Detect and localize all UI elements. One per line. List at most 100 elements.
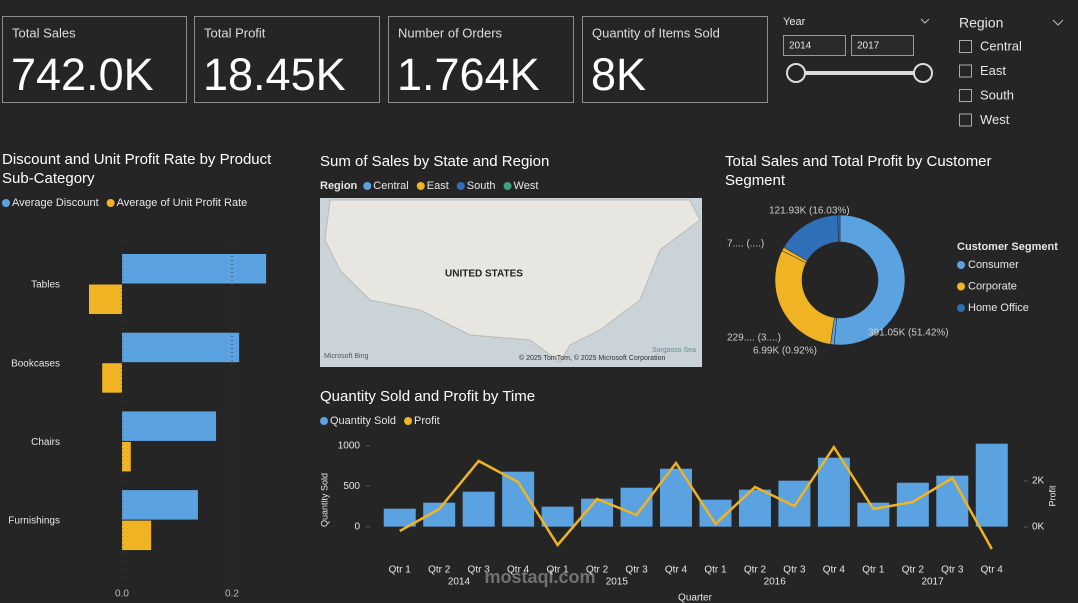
legend-label: Central bbox=[373, 180, 408, 192]
legend-label: East bbox=[427, 180, 449, 192]
checkbox[interactable] bbox=[959, 64, 972, 78]
legend-label: Average Discount bbox=[12, 197, 99, 209]
donut-slice bbox=[833, 214, 906, 346]
checkbox[interactable] bbox=[959, 89, 972, 102]
y-tick-label: Furnishings bbox=[8, 516, 60, 527]
kpi-title: Quantity of Items Sold bbox=[592, 25, 720, 40]
chevron[interactable] bbox=[1052, 19, 1064, 26]
year-to: 2017 bbox=[857, 41, 880, 52]
data-label: 6.99K (0.92%) bbox=[753, 346, 817, 357]
bar bbox=[936, 475, 969, 527]
bar bbox=[122, 411, 217, 441]
bar bbox=[738, 489, 771, 527]
y2-tick-label: 2K bbox=[1032, 476, 1045, 487]
y-tick-label: 1000 bbox=[338, 440, 361, 451]
bar bbox=[620, 487, 653, 527]
slider-handle[interactable] bbox=[786, 63, 806, 83]
kpi-title: Number of Orders bbox=[398, 25, 503, 40]
slider-handle[interactable] bbox=[913, 63, 933, 83]
legend-label: Quantity Sold bbox=[330, 415, 396, 427]
legend-marker bbox=[957, 282, 965, 291]
legend-marker bbox=[404, 417, 413, 425]
x-tick-label: Qtr 1 bbox=[862, 565, 885, 576]
checkbox[interactable] bbox=[959, 113, 972, 127]
legend-marker bbox=[363, 182, 372, 190]
x-tick-label: 0.0 bbox=[115, 589, 129, 600]
chevron[interactable] bbox=[920, 18, 930, 24]
legend-title: Customer Segment bbox=[957, 241, 1058, 253]
y-tick-label: 0 bbox=[354, 521, 360, 532]
bar bbox=[89, 284, 122, 314]
year-input[interactable] bbox=[783, 35, 846, 56]
legend-marker bbox=[2, 199, 10, 207]
bar bbox=[122, 520, 152, 551]
kpi-card bbox=[194, 16, 380, 103]
bar bbox=[122, 490, 198, 520]
data-label: 7.... (....) bbox=[727, 239, 764, 250]
x-tick-label: Qtr 4 bbox=[665, 565, 688, 576]
kpi-value: 8K bbox=[591, 49, 646, 100]
checkbox-label[interactable]: Central bbox=[980, 38, 1022, 53]
x-group-label: 2014 bbox=[448, 577, 471, 588]
y2-tick-label: 0K bbox=[1032, 522, 1045, 533]
x-group-label: 2017 bbox=[921, 577, 944, 588]
y2-axis-title: Profit bbox=[1047, 485, 1057, 507]
bar bbox=[423, 502, 456, 527]
data-label: 391.05K (51.42%) bbox=[868, 328, 949, 339]
bar bbox=[122, 254, 267, 284]
y-tick-label: Bookcases bbox=[11, 358, 60, 369]
legend-marker bbox=[957, 261, 965, 269]
checkbox[interactable] bbox=[959, 40, 972, 53]
x-tick-label: Qtr 4 bbox=[823, 565, 846, 576]
chart-title: Total Sales and Total Profit by Customer… bbox=[725, 153, 992, 189]
checkbox-label[interactable]: West bbox=[980, 112, 1010, 127]
bar bbox=[462, 491, 495, 527]
x-tick-label: Qtr 2 bbox=[744, 565, 767, 576]
line bbox=[399, 444, 993, 550]
map-land bbox=[324, 199, 701, 363]
y-tick-label: Tables bbox=[31, 280, 60, 291]
kpi-title: Total Profit bbox=[204, 25, 266, 40]
x-axis-title: Quarter bbox=[678, 593, 713, 603]
bar bbox=[122, 441, 131, 472]
legend-label: Home Office bbox=[968, 302, 1029, 314]
legend-marker bbox=[320, 417, 328, 425]
y-tick-label: Chairs bbox=[31, 437, 60, 448]
bar bbox=[975, 443, 1008, 527]
legend-label: Profit bbox=[414, 415, 440, 427]
slicer-title: Region bbox=[959, 15, 1003, 31]
x-tick-label: Qtr 1 bbox=[389, 565, 412, 576]
slicer-title: Year bbox=[783, 16, 806, 28]
x-group-label: 2016 bbox=[764, 577, 787, 588]
x-tick-label: Qtr 3 bbox=[625, 565, 648, 576]
data-label: 121.93K (16.03%) bbox=[769, 206, 850, 217]
checkbox-label[interactable]: South bbox=[980, 87, 1014, 102]
watermark: mostaql.com bbox=[484, 567, 595, 587]
legend-label: Average of Unit Profit Rate bbox=[117, 197, 248, 209]
kpi-card bbox=[582, 16, 768, 103]
legend-label: West bbox=[514, 180, 539, 192]
chart-title: Discount and Unit Profit Rate by Product… bbox=[2, 151, 272, 187]
x-tick-label: Qtr 2 bbox=[586, 565, 609, 576]
legend-marker bbox=[106, 199, 115, 207]
bar bbox=[383, 508, 416, 527]
year-from: 2014 bbox=[789, 41, 812, 52]
kpi-card bbox=[388, 16, 574, 103]
x-tick-label: Qtr 2 bbox=[428, 565, 451, 576]
checkbox-label[interactable]: East bbox=[980, 63, 1006, 78]
kpi-value: 18.45K bbox=[203, 49, 346, 100]
x-tick-label: Qtr 4 bbox=[981, 565, 1004, 576]
x-tick-label: Qtr 2 bbox=[902, 565, 925, 576]
donut-slice bbox=[774, 250, 835, 345]
legend-marker bbox=[957, 304, 965, 312]
year-input[interactable] bbox=[851, 35, 914, 56]
data-label: 229.... (3....) bbox=[727, 333, 781, 344]
map-label: Sargasso Sea bbox=[652, 347, 696, 354]
donut-slice bbox=[837, 214, 841, 243]
legend-marker bbox=[503, 182, 512, 190]
legend-label: Consumer bbox=[968, 259, 1019, 271]
bar bbox=[541, 506, 574, 527]
x-group-label: 2015 bbox=[606, 577, 629, 588]
x-tick-label: 0.2 bbox=[225, 589, 239, 600]
